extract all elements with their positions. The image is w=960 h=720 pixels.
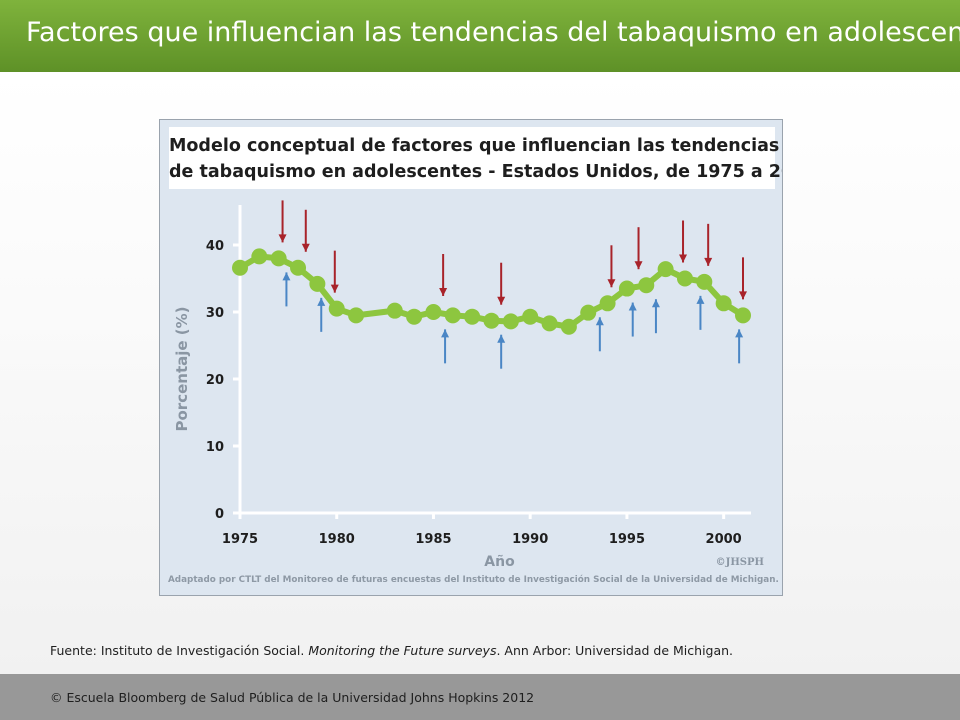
up-arrow-head xyxy=(696,295,705,304)
down-arrow-head xyxy=(607,279,616,288)
source-prefix: Fuente: Instituto de Investigación Socia… xyxy=(50,643,309,658)
down-arrow-head xyxy=(439,288,448,296)
up-arrow-head xyxy=(595,317,604,326)
down-arrow-head xyxy=(634,261,643,270)
y-tick-label: 20 xyxy=(206,373,224,388)
data-point xyxy=(522,308,539,325)
data-point xyxy=(251,248,268,265)
chart-figure: 0 10 20 30 40 1975 1980 1985 1990 1995 2000 Porcent… xyxy=(159,119,783,596)
source-citation: Fuente: Instituto de Investigación Socia… xyxy=(50,643,733,658)
data-point xyxy=(290,259,307,276)
x-tick-label: 1990 xyxy=(512,532,548,547)
data-point xyxy=(502,313,519,330)
data-point xyxy=(270,250,287,267)
x-tick-label: 1975 xyxy=(222,532,258,547)
data-point xyxy=(696,273,713,290)
source-suffix: . Ann Arbor: Universidad de Michigan. xyxy=(496,643,734,658)
up-arrow-head xyxy=(317,297,326,306)
y-tick-label: 30 xyxy=(206,306,224,321)
x-tick-label: 2000 xyxy=(706,532,742,547)
data-point xyxy=(348,307,365,324)
data-point xyxy=(309,275,326,292)
jhsph-credit: ©JHSPH xyxy=(715,557,764,568)
data-point xyxy=(676,270,693,287)
x-tick-label: 1980 xyxy=(319,532,355,547)
down-arrow-head xyxy=(330,284,339,293)
data-point xyxy=(541,315,558,332)
data-point xyxy=(657,261,674,278)
page-title: Factores que influencian las tendencias … xyxy=(26,17,960,48)
x-tick-label: 1985 xyxy=(415,532,451,547)
data-point xyxy=(425,304,442,320)
data-point xyxy=(638,277,655,294)
data-point xyxy=(232,259,248,276)
data-point xyxy=(444,307,461,324)
source-title: Monitoring the Future surveys xyxy=(308,643,497,658)
down-arrow-head xyxy=(704,257,713,266)
data-point xyxy=(715,295,732,312)
y-tick-label: 40 xyxy=(206,239,224,254)
data-point xyxy=(328,300,345,317)
up-arrow-head xyxy=(628,302,637,311)
chart-title-line-2: de tabaquismo en adolescentes - Estados … xyxy=(169,162,783,182)
data-point xyxy=(386,302,403,319)
data-point xyxy=(406,308,423,325)
data-point xyxy=(483,312,500,329)
data-point xyxy=(560,318,577,335)
down-arrow-head xyxy=(739,291,747,300)
up-arrow-head xyxy=(441,329,450,338)
up-arrow-head xyxy=(735,329,744,338)
y-tick-label: 10 xyxy=(206,440,224,455)
data-point xyxy=(580,304,597,321)
y-tick-label: 0 xyxy=(215,507,224,522)
chart-title-line-1: Modelo conceptual de factores que influe… xyxy=(169,136,780,156)
y-axis-label: Porcentaje (%) xyxy=(173,306,191,431)
data-point xyxy=(618,280,635,297)
data-point xyxy=(735,307,751,324)
down-arrow-head xyxy=(278,234,287,243)
down-arrow-head xyxy=(497,296,506,305)
x-axis-label: Año xyxy=(484,554,515,570)
up-arrow-head xyxy=(651,299,660,308)
down-arrow-head xyxy=(301,243,310,252)
header-bar: Factores que influencian las tendencias … xyxy=(0,0,960,72)
chart-title-box: Modelo conceptual de factores que influe… xyxy=(169,127,783,189)
x-tick-label: 1995 xyxy=(609,532,645,547)
up-arrow-head xyxy=(497,334,506,343)
footer-bar: © Escuela Bloomberg de Salud Pública de … xyxy=(0,674,960,720)
footer-copyright: © Escuela Bloomberg de Salud Pública de … xyxy=(50,690,535,705)
adapted-note: Adaptado por CTLT del Monitoreo de futur… xyxy=(168,575,779,585)
down-arrow-head xyxy=(679,254,688,263)
data-point xyxy=(599,295,616,312)
up-arrow-head xyxy=(282,272,291,281)
line-chart: 0 10 20 30 40 1975 1980 1985 1990 1995 2000 Porcent… xyxy=(173,200,751,570)
data-point xyxy=(464,308,481,325)
